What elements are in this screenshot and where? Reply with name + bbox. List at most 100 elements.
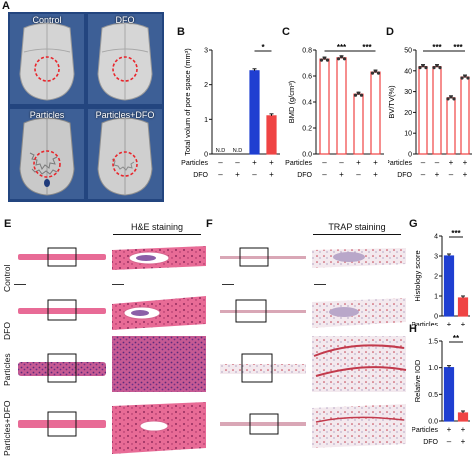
dfo-sign: + [235, 170, 240, 179]
particles-sign: + [269, 158, 274, 167]
data-point [322, 56, 327, 60]
defect-circle [112, 151, 138, 177]
bar [370, 71, 381, 155]
bar [460, 76, 470, 155]
bar [418, 66, 428, 155]
y-tick-label: 0 [204, 152, 208, 159]
dfo-row-label: DFO [297, 172, 312, 179]
panel-letter-f: F [206, 218, 213, 230]
ct-label-control: Control [32, 15, 62, 25]
y-axis-label: BMD (g/cm³) [287, 80, 296, 123]
row-label-particles-dfo: Particles+DFO [2, 400, 12, 457]
dfo-sign: + [373, 170, 378, 179]
data-point [418, 66, 422, 70]
particles-sign: + [373, 158, 378, 167]
y-tick-label: 40 [404, 68, 412, 75]
y-tick-label: 10 [404, 131, 412, 138]
dfo-row-label: DFO [193, 172, 208, 179]
y-tick-label: 3 [434, 254, 438, 261]
chart-c: BMD (g/cm³) 0.0 0.2 0.4 0.6 0.8 – – – + + – + + Partic… [285, 43, 384, 179]
significance-stars: ** [453, 334, 460, 343]
significance-stars: *** [432, 43, 442, 52]
chart-d: BV/TV(%)01020304050–––++–++ParticlesDFO*… [388, 43, 472, 179]
particles-sign: + [447, 425, 452, 434]
dfo-sign: – [447, 437, 452, 446]
particles-sign: + [449, 158, 454, 167]
bar [336, 57, 347, 155]
chart-h: Relative IOD0.00.51.01.5+–++ParticlesDFO… [412, 334, 470, 446]
y-tick-label: 0.2 [302, 126, 312, 133]
he-low-dfo [18, 299, 106, 321]
dfo-row-label: DFO [397, 172, 412, 179]
data-point [466, 76, 470, 80]
y-tick-label: 2 [204, 82, 208, 89]
trap-high-control [312, 248, 406, 268]
data-point [438, 66, 442, 70]
particles-sign: + [447, 320, 452, 326]
trap-low-particles-dfo [220, 413, 306, 435]
particles-sign: + [356, 158, 361, 167]
ct-label-dfo: DFO [115, 15, 135, 25]
defect-circle [33, 150, 61, 178]
significance-stars: * [261, 43, 265, 52]
he-title-underline [113, 234, 201, 235]
particles-sign: + [252, 158, 257, 167]
dfo-sign: + [339, 170, 344, 179]
trap-staining-title: TRAP staining [328, 222, 386, 232]
particles-row-label: Particles [412, 322, 438, 326]
y-axis-label: BV/TV(%) [388, 85, 396, 119]
particles-sign: – [435, 158, 440, 167]
y-tick-label: 0.6 [302, 74, 312, 81]
bar [446, 97, 456, 155]
y-tick-label: 2 [434, 274, 438, 281]
dfo-sign: + [269, 170, 274, 179]
panel-letter-a: A [2, 0, 10, 12]
y-tick-label: 0.8 [302, 48, 312, 55]
dfo-sign: – [356, 170, 361, 179]
trap-low-dfo [220, 299, 306, 323]
ct-label-particles-dfo: Particles+DFO [95, 110, 155, 120]
bar [319, 58, 330, 155]
trap-title-underline [313, 234, 401, 235]
y-tick-label: 4 [434, 234, 438, 241]
skull-render [10, 109, 84, 199]
dfo-sign: – [449, 170, 454, 179]
scale-bar [222, 284, 234, 285]
bar [353, 93, 364, 155]
bar [457, 412, 469, 422]
data-point [353, 93, 358, 97]
scale-bar [14, 284, 26, 285]
data-point [356, 91, 361, 95]
data-point [376, 71, 381, 75]
y-tick-label: 3 [204, 48, 208, 55]
dfo-sign: + [435, 170, 440, 179]
y-tick-label: 20 [404, 110, 412, 117]
data-point [460, 76, 464, 80]
skull-render [10, 14, 84, 104]
dfo-row-label: DFO [423, 439, 438, 446]
particles-sign: – [235, 158, 240, 167]
y-tick-label: 1.5 [428, 339, 438, 346]
data-point [424, 66, 428, 70]
bar [457, 297, 469, 317]
y-tick-label: 0.5 [428, 392, 438, 399]
data-point [342, 57, 347, 61]
row-label-dfo: DFO [2, 322, 12, 340]
data-point [452, 97, 456, 101]
y-axis-label: Total volum of pore space (mm³) [183, 48, 192, 156]
data-point [319, 58, 324, 62]
panel-letter-h: H [409, 323, 417, 335]
bar [443, 367, 455, 422]
scale-bar [112, 284, 124, 285]
data-point [359, 93, 364, 97]
bar [249, 70, 260, 155]
bar [443, 255, 455, 317]
trap-high-particles-dfo [312, 404, 406, 448]
data-point [463, 74, 467, 78]
he-high-control [112, 236, 206, 280]
particles-sign: + [461, 425, 466, 434]
dfo-sign: + [461, 437, 466, 446]
trap-low-particles [220, 353, 306, 383]
bar [266, 115, 277, 155]
